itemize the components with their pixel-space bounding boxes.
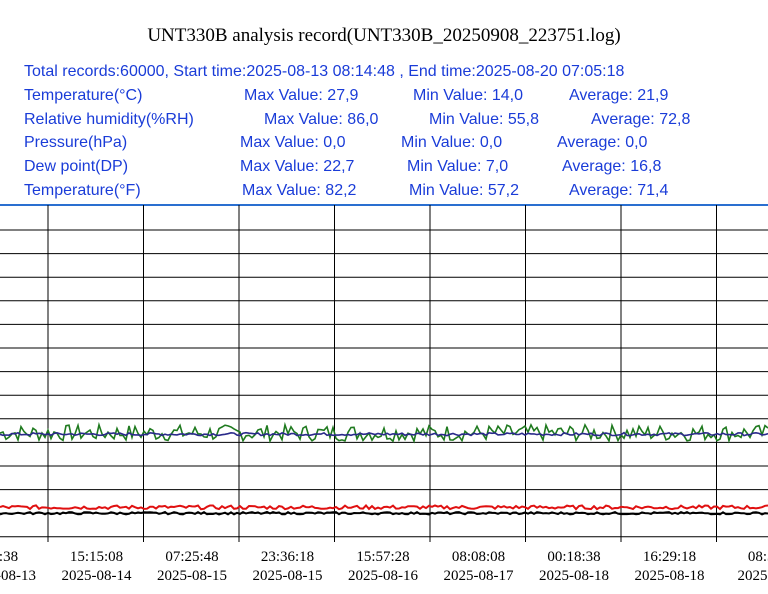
x-tick-label: 07:25:48 2025-08-15 — [157, 548, 227, 586]
plot-area — [0, 204, 768, 542]
x-tick-date: 2025-08-18 — [634, 568, 705, 584]
stat-avg: Average: 21,9 — [569, 86, 669, 104]
x-tick-date: 2025-08- — [737, 568, 768, 584]
x-tick-date: 2025-08-15 — [157, 568, 227, 584]
x-tick-time: 15:57:28 — [356, 549, 410, 565]
stat-avg: Average: 0,0 — [557, 134, 648, 152]
series-line-navy — [0, 431, 768, 437]
x-tick-time: 08:08:08 — [451, 549, 506, 565]
stat-label: Temperature(°C) — [24, 86, 143, 104]
stat-avg: Average: 16,8 — [562, 158, 662, 176]
stat-max: Max Value: 22,7 — [240, 158, 355, 176]
stat-min: Min Value: 14,0 — [413, 86, 523, 104]
x-tick-label: 08:08:08 2025-08-17 — [444, 548, 514, 586]
stat-label: Relative humidity(%RH) — [24, 110, 194, 128]
x-tick-date: 2025-08-13 — [0, 568, 36, 584]
x-tick-label: 08:39 2025-08- — [738, 548, 768, 586]
stats-row-dewpoint: Dew point(DP) Max Value: 22,7 Min Value:… — [24, 155, 661, 179]
summary-line: Total records:60000, Start time:2025-08-… — [24, 63, 625, 80]
stat-max: Max Value: 86,0 — [264, 110, 379, 128]
series-line-red — [0, 504, 768, 511]
stat-max: Max Value: 27,9 — [244, 86, 359, 104]
stat-min: Min Value: 7,0 — [407, 158, 509, 176]
stats-block: Total records:60000, Start time:2025-08-… — [24, 60, 690, 203]
stats-row-pressure: Pressure(hPa) Max Value: 0,0 Min Value: … — [24, 131, 647, 155]
stats-row-temp-f: Temperature(°F) Max Value: 82,2 Min Valu… — [24, 179, 668, 203]
series-line-green — [0, 421, 768, 444]
stat-max: Max Value: 0,0 — [240, 134, 346, 152]
stat-label: Dew point(DP) — [24, 158, 129, 176]
stat-avg: Average: 71,4 — [569, 181, 669, 199]
x-tick-label: 00:18:38 2025-08-18 — [539, 548, 609, 586]
x-tick-label: 04:38 2025-08-13 — [0, 548, 36, 586]
x-tick-time: 07:25:48 — [165, 549, 219, 565]
x-tick-time: 08:39 — [747, 549, 768, 565]
chart-title: UNT330B analysis record(UNT330B_20250908… — [147, 25, 621, 46]
stats-row-rh: Relative humidity(%RH) Max Value: 86,0 M… — [24, 108, 690, 132]
x-tick-time: 16:29:18 — [642, 549, 697, 565]
stat-min: Min Value: 55,8 — [429, 110, 539, 128]
x-tick-label: 23:36:18 2025-08-15 — [253, 548, 323, 586]
series-line-black — [0, 510, 768, 516]
x-tick-time: 04:38 — [0, 549, 19, 565]
stats-row-temp-c: Temperature(°C) Max Value: 27,9 Min Valu… — [24, 84, 668, 108]
stat-min: Min Value: 0,0 — [401, 134, 503, 152]
x-tick-time: 15:15:08 — [69, 549, 124, 565]
x-tick-time: 23:36:18 — [260, 549, 315, 565]
x-tick-date: 2025-08-15 — [252, 568, 323, 584]
x-tick-date: 2025-08-17 — [443, 568, 514, 584]
x-tick-label: 15:57:28 2025-08-16 — [348, 548, 418, 586]
stat-max: Max Value: 82,2 — [242, 181, 357, 199]
x-tick-date: 2025-08-18 — [539, 568, 609, 584]
x-tick-date: 2025-08-16 — [348, 568, 418, 584]
stat-label: Temperature(°F) — [24, 181, 141, 199]
x-tick-time: 00:18:38 — [547, 549, 601, 565]
x-tick-label: 16:29:18 2025-08-18 — [635, 548, 705, 586]
x-tick-label: 15:15:08 2025-08-14 — [62, 548, 132, 586]
x-tick-date: 2025-08-14 — [61, 568, 132, 584]
stat-label: Pressure(hPa) — [24, 134, 128, 152]
stat-min: Min Value: 57,2 — [409, 181, 519, 199]
stat-avg: Average: 72,8 — [591, 110, 691, 128]
